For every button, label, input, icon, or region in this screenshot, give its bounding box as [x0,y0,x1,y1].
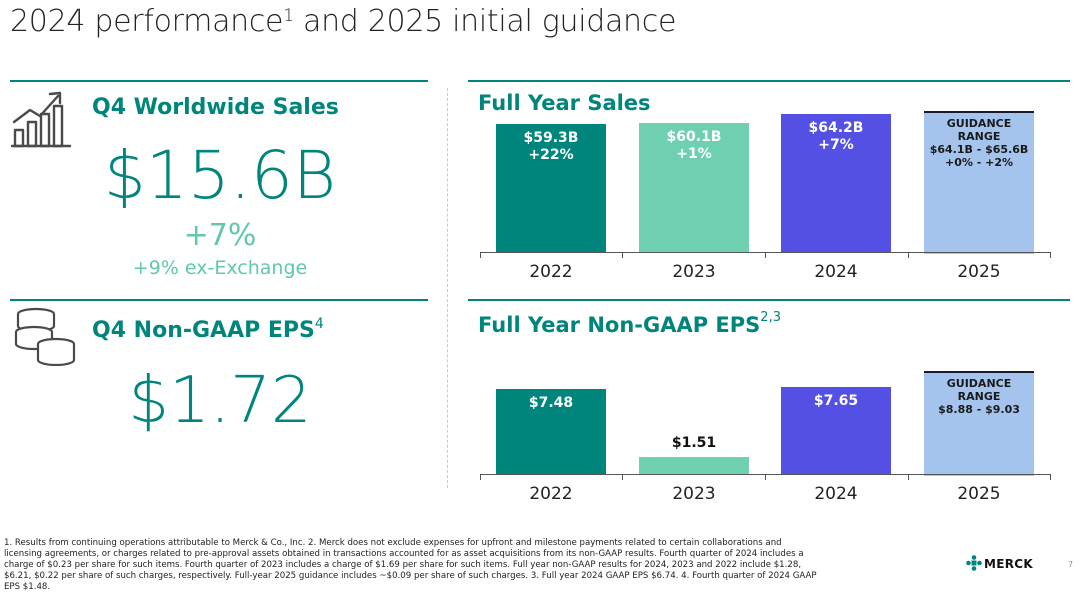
bar-label-line: +0% - +2% [944,155,1013,169]
x-axis-tick [765,474,766,480]
x-tick-label: 2025 [957,484,1001,504]
bar-2024 [781,113,891,252]
bar-value-label: $7.48 [496,395,606,412]
x-axis-tick [1050,252,1051,258]
sales-chart-title: Full Year Sales [478,91,651,115]
bar-value-label: $1.51 [639,435,749,452]
bar-2025 [924,371,1034,476]
bar-value-label: $59.3B +22% [496,130,606,164]
bar-2025 [924,110,1034,254]
bar-value-label: $7.65 [781,393,891,410]
guidance-label: GUIDANCE RANGE $8.88 - $9.03 [924,377,1034,416]
x-tick-label: 2024 [814,262,858,282]
merck-logo-text: MERCK [984,557,1033,571]
q4-sales-ex-exchange: +9% ex-Exchange [132,257,308,279]
divider-mid-left [10,299,428,301]
bar-label-line: $7.48 [528,394,574,411]
x-tick-label: 2022 [529,484,573,504]
x-axis-tick [622,252,623,258]
bar-label-line: GUIDANCE RANGE [946,116,1012,143]
x-tick-label: 2022 [529,262,573,282]
q4-sales-value: $15.6B [103,137,337,214]
bar-label-line: +22% [528,147,574,164]
coins-icon [12,306,80,367]
page-number: 7 [1068,560,1074,569]
bar-label-line: $8.88 - $9.03 [938,403,1020,417]
bar-label-line: +1% [676,145,712,162]
eps-chart-title: Full Year Non-GAAP EPS2,3 [478,310,781,337]
column-divider [447,88,448,488]
x-tick-label: 2024 [814,484,858,504]
x-axis-tick [480,252,481,258]
footnote: 1. Results from continuing operations at… [4,538,817,592]
bar-value-label: $64.2B +7% [781,120,891,154]
x-axis-tick [1050,474,1051,480]
guidance-label: GUIDANCE RANGE $64.1B - $65.6B +0% - +2% [924,117,1034,169]
x-axis-tick [765,252,766,258]
bar-label-line: $59.3B [523,130,579,147]
q4-sales-growth: +7% [183,218,257,253]
q4-eps-heading: Q4 Non-GAAP EPS4 [92,316,324,343]
page-title: 2024 performance1 and 2025 initial guida… [10,4,677,39]
bar-label-line: $60.1B [666,128,722,145]
bar-2022 [496,388,606,474]
x-axis-tick [908,474,909,480]
growth-chart-icon [10,88,74,150]
merck-logo-icon [966,555,982,571]
x-tick-label: 2023 [672,262,716,282]
bar-2024 [781,386,891,474]
q4-eps-value: $1.72 [128,364,312,438]
bar-label-line: $7.65 [813,392,859,409]
bar-2023 [639,456,749,474]
bar-label-line: $1.51 [671,434,717,451]
x-axis-tick [908,252,909,258]
bar-label-line: $64.2B [808,119,864,136]
bar-value-label: $60.1B +1% [639,129,749,163]
q4-sales-heading: Q4 Worldwide Sales [92,95,339,120]
bar-2023 [639,122,749,252]
bar-label-line: GUIDANCE RANGE [946,377,1012,404]
x-axis-tick [480,474,481,480]
bar-label-line: $64.1B - $65.6B [929,142,1029,156]
bar-2022 [496,124,606,252]
divider-mid-right [468,299,1070,301]
divider-top-left [10,80,428,82]
x-axis-tick [622,474,623,480]
bar-label-line: +7% [818,136,854,153]
x-tick-label: 2023 [672,484,716,504]
divider-top-right [468,80,1070,82]
x-tick-label: 2025 [957,262,1001,282]
